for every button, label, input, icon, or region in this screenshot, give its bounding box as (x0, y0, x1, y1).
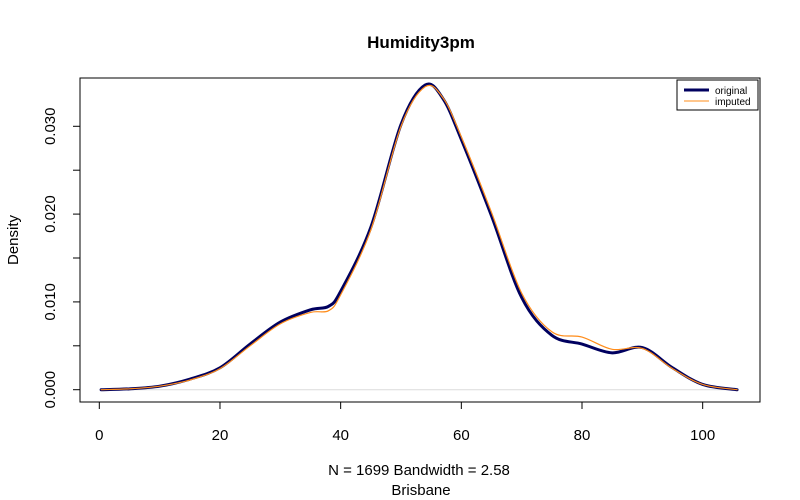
x-axis: 0 20 40 60 80 100 (95, 401, 715, 444)
legend-label-imputed: imputed (715, 97, 751, 108)
y-axis: 0.000 0.010 0.020 0.030 (42, 108, 81, 409)
chart-subtitle: Brisbane (391, 482, 450, 499)
legend: original imputed (676, 79, 759, 111)
y-tick-label: 0.010 (42, 283, 59, 321)
x-tick-label: 100 (690, 427, 715, 444)
series-layer (99, 82, 739, 392)
x-tick-label: 0 (95, 427, 103, 444)
y-tick-label: 0.000 (42, 371, 59, 409)
x-tick-label: 20 (212, 427, 229, 444)
x-axis-label: N = 1699 Bandwidth = 2.58 (328, 462, 510, 479)
series-line-original (99, 82, 739, 392)
plot-frame (79, 77, 761, 403)
y-tick-label: 0.020 (42, 195, 59, 233)
series-line-imputed (100, 84, 738, 391)
x-tick-label: 40 (332, 427, 349, 444)
legend-label-original: original (715, 86, 747, 97)
x-tick-label: 80 (574, 427, 591, 444)
y-axis-label: Density (5, 214, 22, 265)
chart-title: Humidity3pm (367, 33, 475, 52)
x-tick-label: 60 (453, 427, 470, 444)
legend-box (676, 79, 759, 111)
y-tick-label: 0.030 (42, 108, 59, 146)
